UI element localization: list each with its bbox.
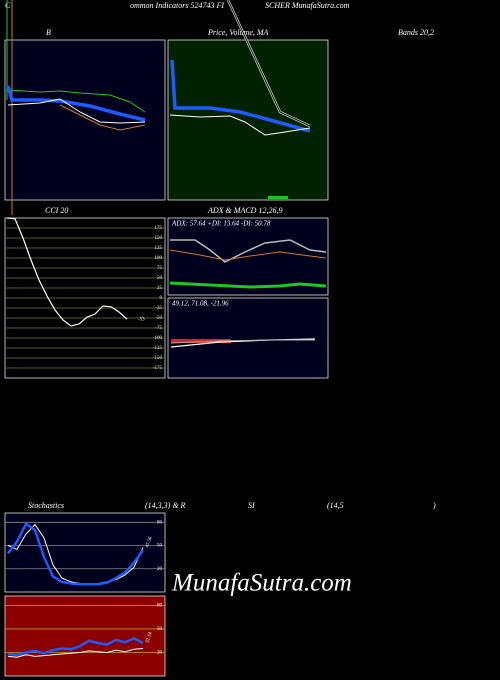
price-line [169,114,311,136]
y-tick-label: 75 [157,266,163,271]
y-tick-label: 0 [160,296,163,301]
y-tick-label: 80 [157,520,163,525]
y-tick-label: -125 [153,346,163,351]
value-label: 47.56 [145,536,154,549]
stoch-title: Stochastics [28,501,64,510]
price-panel [167,39,329,201]
adx-line [170,239,327,263]
y-tick-label: -150 [153,356,163,361]
y-tick-label: 50 [157,276,163,281]
stoch-panel [4,512,166,593]
rsi-params: (14,5 [327,501,344,510]
y-tick-label: -50 [155,316,162,321]
y-tick-label: 25 [157,286,163,291]
stoch-params: (14,3,3) & R [145,501,186,510]
header-left: C [5,1,11,10]
rsi-close: ) [432,501,436,510]
y-tick-label: 150 [155,236,163,241]
value-label: 32.14 [145,631,154,644]
macd-panel [167,297,329,379]
adx-line [169,249,327,261]
y-tick-label: 100 [155,256,163,261]
price-line [227,0,311,127]
rsi-panel [4,595,166,677]
y-tick-label: 50 [157,544,163,549]
price-line [170,59,311,133]
bb-line [59,104,146,131]
adx-line [169,281,327,289]
y-tick-label: -25 [155,306,162,311]
header-right: SCHER MunafaSutra.com [265,1,350,10]
y-tick-label: -175 [153,366,163,371]
indicator-line [7,637,144,657]
watermark: MunafaSutra.com [171,570,352,597]
price-title: Price, Volume, MA [207,28,269,37]
bb-line [7,98,146,124]
stoch-chart: 80 50 20 47.56 [5,520,165,586]
value-label: -53 [138,317,145,322]
macd-text: 49.12, 71.08, -21.96 [172,300,229,308]
volume-bar [268,196,288,199]
y-tick-label: 80 [157,604,163,609]
bb-title: B [46,28,51,37]
macd-histogram [171,339,231,343]
macd-line [170,339,315,344]
header-title: ommon Indicators 524743 FI [130,1,224,10]
y-tick-label: 50 [157,627,163,632]
indicator-line [7,648,144,658]
indicator-line [7,521,145,586]
bb-line [6,85,146,122]
adx-text: ADX: 57.64 +DI: 13.64 -DI: 50.78 [171,220,271,228]
y-tick-label: -75 [155,326,162,331]
rsi-title: SI [248,501,255,510]
rsi-chart: 80 50 20 32.14 [5,604,165,658]
y-tick-label: 125 [155,246,163,251]
adx-title: ADX & MACD 12,26,9 [207,206,282,215]
y-tick-label: 175 [155,226,163,231]
indicator-line [6,217,128,327]
cci-chart: 175 150 125 100 75 50 25 0 -25 -50 -75 -100 -125 -150… [5,217,165,371]
y-tick-label: 20 [157,651,163,656]
bands-title: Bands 20,2 [398,28,434,37]
cci-title: CCI 20 [45,206,68,215]
y-tick-label: 20 [157,567,163,572]
y-tick-label: -100 [153,336,163,341]
bb-line [7,89,146,113]
